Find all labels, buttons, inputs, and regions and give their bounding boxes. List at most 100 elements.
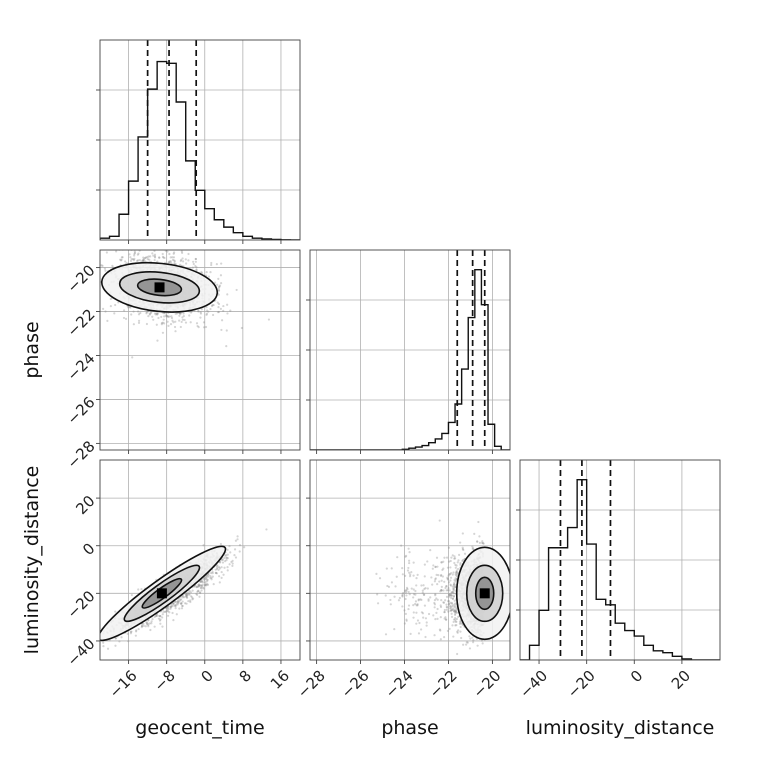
phase-vs-luminosity-distance-sample-point <box>407 566 410 570</box>
phase-vs-luminosity-distance-sample-point <box>445 618 448 621</box>
geocent-time-vs-phase-sample-point <box>140 245 142 247</box>
geocent-time-vs-phase-sample-point <box>120 258 123 261</box>
geocent-time-vs-phase-sample-point <box>226 312 229 315</box>
geocent-time-vs-phase-sample-point <box>156 313 159 316</box>
geocent-time-vs-phase-sample-point <box>220 319 224 322</box>
geocent-time-vs-luminosity-distance-sample-point <box>204 577 207 580</box>
geocent-time-vs-luminosity-distance-sample-point <box>197 583 201 586</box>
phase-vs-luminosity-distance-sample-point <box>412 574 415 577</box>
geocent-time-vs-phase-sample-point <box>153 255 157 258</box>
phase-vs-luminosity-distance-sample-point <box>453 610 456 613</box>
geocent-time-vs-luminosity-distance-sample-point <box>159 615 162 618</box>
phase-vs-luminosity-distance-sample-point <box>410 587 413 590</box>
geocent-time-vs-phase-sample-point <box>101 264 104 267</box>
geocent-time-vs-phase-sample-point <box>142 256 145 259</box>
geocent-time-vs-phase-sample-point <box>175 312 179 315</box>
geocent-time-vs-phase-sample-point <box>104 269 107 272</box>
phase-vs-luminosity-distance-sample-point <box>443 610 446 614</box>
geocent-time-vs-luminosity-distance-sample-point <box>180 602 183 605</box>
geocent-time-vs-luminosity-distance-sample-point <box>150 622 153 625</box>
phase-vs-luminosity-distance-sample-point <box>418 621 421 625</box>
phase-vs-luminosity-distance-sample-point <box>444 586 447 590</box>
phase-vs-luminosity-distance-sample-point <box>429 596 432 599</box>
phase-vs-luminosity-distance-sample-point <box>455 564 458 567</box>
phase-vs-luminosity-distance-sample-point <box>395 575 398 578</box>
geocent-time-vs-phase-sample-point <box>189 311 193 314</box>
geocent-time-vs-luminosity-distance-sample-point <box>221 561 225 564</box>
phase-vs-luminosity-distance-sample-point <box>447 546 451 549</box>
geocent-time-vs-phase-sample-point <box>153 258 156 262</box>
geocent-time-vs-phase-sample-point <box>156 312 160 315</box>
geocent-time-vs-phase-sample-point <box>184 321 188 324</box>
geocent-time-vs-luminosity-distance-sample-point <box>231 562 234 565</box>
phase-vs-luminosity-distance-sample-point <box>478 535 481 538</box>
geocent-time-vs-luminosity-distance-sample-point <box>233 548 237 551</box>
geocent-time-vs-luminosity-distance-sample-point <box>169 606 173 609</box>
phase-vs-luminosity-distance-sample-point <box>385 567 388 570</box>
geocent-time-vs-luminosity-distance-sample-point <box>188 593 191 596</box>
geocent-time-vs-luminosity-distance-sample-point <box>174 600 177 603</box>
geocent-time-vs-luminosity-distance-sample-point <box>226 569 229 572</box>
geocent-time-vs-luminosity-distance-sample-point <box>192 597 195 600</box>
phase-vs-luminosity-distance-sample-point <box>451 597 455 600</box>
phase-vs-luminosity-distance-sample-point <box>401 605 404 608</box>
geocent-time-vs-phase-sample-point <box>102 307 105 311</box>
geocent-time-vs-luminosity-distance-sample-point <box>197 585 200 588</box>
geocent-time-vs-luminosity-distance-sample-point <box>146 622 149 625</box>
geocent-time-vs-phase-sample-point <box>121 256 124 259</box>
geocent-time-vs-phase-sample-point <box>146 256 149 259</box>
phase-vs-luminosity-distance-sample-point <box>420 584 423 587</box>
geocent-time-vs-luminosity-distance-sample-point <box>185 591 188 595</box>
phase-vs-luminosity-distance-sample-point <box>439 615 442 619</box>
phase-vs-luminosity-distance-sample-point <box>435 597 438 600</box>
geocent-time-vs-luminosity-distance-sample-point <box>153 625 156 628</box>
geocent-time-vs-luminosity-distance-sample-point <box>130 593 133 597</box>
geocent-time-vs-phase-sample-point <box>129 259 133 262</box>
phase-vs-luminosity-distance-sample-point <box>416 573 419 577</box>
phase-vs-luminosity-distance-sample-point <box>403 589 407 592</box>
phase-vs-luminosity-distance-sample-point <box>432 564 435 567</box>
phase-vs-luminosity-distance-sample-point <box>448 603 451 606</box>
geocent-time-vs-phase-sample-point <box>146 258 149 261</box>
geocent-time-vs-phase-sample-point <box>128 253 131 256</box>
phase-vs-luminosity-distance-sample-point <box>452 584 455 587</box>
geocent-time-vs-luminosity-distance-sample-point <box>184 602 187 605</box>
phase-vs-luminosity-distance-sample-point <box>394 585 397 588</box>
phase-vs-luminosity-distance-sample-point <box>414 589 417 593</box>
phase-vs-luminosity-distance-sample-point <box>422 593 426 596</box>
phase-vs-luminosity-distance-sample-point <box>452 635 455 638</box>
geocent-time-vs-phase-sample-point <box>161 252 164 256</box>
geocent-time-vs-phase-sample-point <box>167 324 170 327</box>
phase-vs-luminosity-distance-sample-point <box>450 556 453 559</box>
phase-vs-luminosity-distance-sample-point <box>433 606 436 609</box>
geocent-time-vs-phase-sample-point <box>173 325 177 329</box>
phase-vs-luminosity-distance-sample-point <box>453 561 456 565</box>
geocent-time-vs-phase-sample-point <box>156 339 159 342</box>
x-tick-label-geocent-time-m16: −16 <box>106 667 141 702</box>
y-tick-label-phase-m22: −22 <box>63 305 98 340</box>
geocent-time-vs-phase-sample-point <box>155 323 158 326</box>
phase-vs-luminosity-distance-sample-point <box>420 628 423 631</box>
phase-vs-luminosity-distance-sample-point <box>456 567 460 571</box>
geocent-time-vs-luminosity-distance-sample-point <box>177 601 180 604</box>
geocent-time-vs-phase-sample-point <box>124 260 127 263</box>
geocent-time-vs-luminosity-distance-sample-point <box>185 595 188 598</box>
phase-vs-luminosity-distance-sample-point <box>455 574 458 577</box>
phase-vs-luminosity-distance-sample-point <box>408 559 411 562</box>
geocent-time-vs-luminosity-distance-sample-point <box>102 645 105 648</box>
geocent-time-vs-phase-sample-point <box>131 246 133 248</box>
phase-vs-luminosity-distance-sample-point <box>448 595 451 598</box>
geocent-time-vs-phase-sample-point <box>147 255 150 258</box>
y-tick-label-phase-m20: −20 <box>63 261 98 296</box>
geocent-time-vs-phase-sample-point <box>180 250 183 253</box>
geocent-time-vs-luminosity-distance-sample-point <box>114 637 117 640</box>
phase-vs-luminosity-distance-sample-point <box>409 632 412 635</box>
geocent-time-vs-luminosity-distance-sample-point <box>172 601 175 605</box>
geocent-time-vs-luminosity-distance-sample-point <box>179 598 183 601</box>
phase-vs-luminosity-distance-sample-point <box>444 599 447 602</box>
panel-hist-luminosity-distance: −40 −20 0 20 <box>516 459 721 702</box>
phase-vs-luminosity-distance-sample-point <box>375 572 378 576</box>
phase-vs-luminosity-distance-sample-point <box>457 629 460 632</box>
geocent-time-vs-luminosity-distance-sample-point <box>204 583 208 586</box>
phase-vs-luminosity-distance-sample-point <box>457 559 460 562</box>
